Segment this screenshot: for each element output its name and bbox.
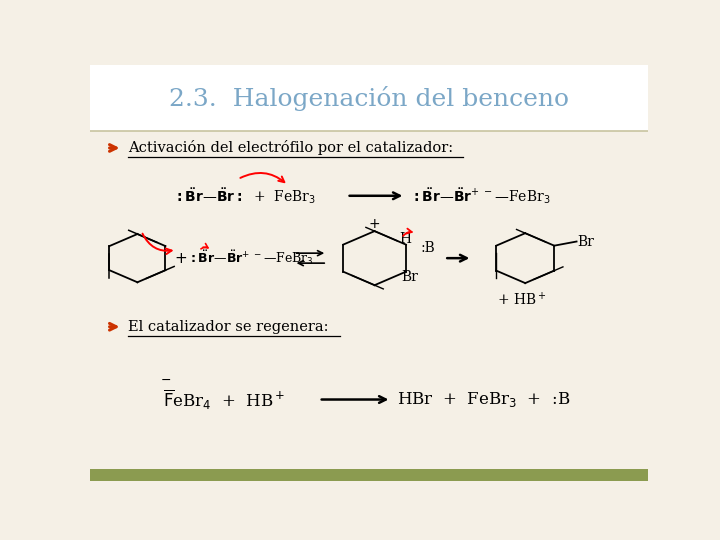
Text: $\mathbf{:\ddot{B}r}$—$\mathbf{\ddot{B}r}^{+\ -}$—FeBr$_3$: $\mathbf{:\ddot{B}r}$—$\mathbf{\ddot{B}r… [188, 249, 313, 267]
Text: Activación del electrófilo por el catalizador:: Activación del electrófilo por el catali… [128, 140, 453, 156]
Text: $\mathbf{:\ddot{B}r}$—$\mathbf{\ddot{B}r}^{+\ -}$—FeBr$_3$: $\mathbf{:\ddot{B}r}$—$\mathbf{\ddot{B}r… [411, 186, 550, 206]
Text: $\mathbf{:\ddot{B}r}$—$\mathbf{\ddot{B}r:}$  +  FeBr$_3$: $\mathbf{:\ddot{B}r}$—$\mathbf{\ddot{B}r… [174, 186, 316, 206]
Text: HBr  +  FeBr$_3$  +  :B: HBr + FeBr$_3$ + :B [397, 390, 570, 409]
Text: +: + [174, 251, 187, 266]
Text: −: − [161, 374, 171, 387]
Text: Br: Br [401, 270, 418, 284]
Text: +: + [369, 217, 380, 231]
Text: :B: :B [420, 241, 435, 255]
FancyBboxPatch shape [90, 65, 648, 131]
Text: Br: Br [577, 234, 595, 248]
Text: $\overline{\mathrm{F}}$eBr$_4$  +  HB$^+$: $\overline{\mathrm{F}}$eBr$_4$ + HB$^+$ [163, 388, 285, 411]
Text: + HB$^+$: + HB$^+$ [498, 291, 546, 308]
Text: El catalizador se regenera:: El catalizador se regenera: [128, 320, 328, 334]
Text: H: H [400, 232, 412, 246]
FancyBboxPatch shape [90, 469, 648, 481]
FancyBboxPatch shape [90, 131, 648, 469]
Text: 2.3.  Halogenación del benceno: 2.3. Halogenación del benceno [169, 85, 569, 111]
